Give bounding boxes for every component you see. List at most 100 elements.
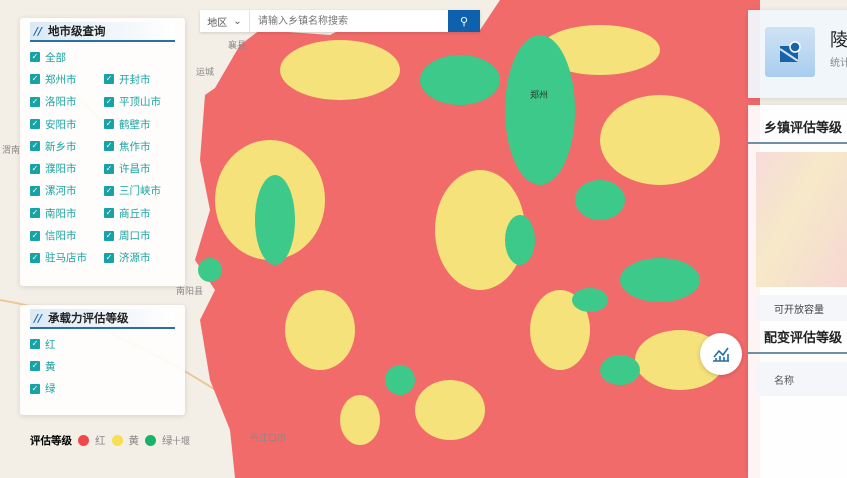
checkbox-item[interactable]: ✓ 郑州市 [30,68,104,90]
checkbox-label: 漯河市 [45,185,77,198]
checkbox-item[interactable]: ✓ 红 [30,333,185,355]
checkbox-label: 商丘市 [119,207,151,220]
capacity-grade-panel: //承载力评估等级 ✓ 红 ✓ 黄 ✓ 绿 [20,305,185,415]
map-pin-icon [765,27,815,77]
checkbox-checked-icon: ✓ [30,208,40,219]
checkbox-label: 驻马店市 [45,252,87,265]
checkbox-label: 信阳市 [45,230,77,243]
checkbox-item[interactable]: ✓ 濮阳市 [30,157,104,179]
checkbox-item[interactable]: ✓ 驻马店市 [30,247,104,269]
transformer-grade-title: 配变评估等级 [748,327,847,354]
checkbox-item[interactable]: ✓ 焦作市 [104,135,178,157]
checkbox-checked-icon: ✓ [104,96,114,107]
map-label: 襄县 [228,39,246,51]
checkbox-item[interactable]: ✓ 开封市 [104,68,178,90]
green-areas [198,35,700,395]
panel-title-text: 承载力评估等级 [48,311,129,325]
checkbox-item[interactable]: ✓ 济源市 [104,247,178,269]
checkbox-label: 开封市 [119,73,151,86]
table-header-name: 名称 [756,362,847,396]
checkbox-checked-icon: ✓ [30,52,40,63]
map-label: 郑州 [530,89,548,101]
search-icon: ⚲ [459,14,469,28]
search-input[interactable] [250,10,448,32]
map-label: 十堰 [172,435,190,447]
checkbox-checked-icon: ✓ [104,163,114,174]
checkbox-label: 洛阳市 [45,96,77,109]
checkbox-label: 濮阳市 [45,163,77,176]
checkbox-checked-icon: ✓ [104,141,114,152]
checkbox-item[interactable]: ✓ 周口市 [104,224,178,246]
checkbox-checked-icon: ✓ [30,252,40,263]
region-subtitle: 统计 [830,58,847,69]
checkbox-item[interactable]: ✓ 新乡市 [30,135,104,157]
checkbox-item[interactable]: ✓ 黄 [30,355,185,377]
open-capacity-label: 可开放容量 [756,295,847,321]
checkbox-item[interactable]: ✓ 洛阳市 [30,91,104,113]
checkbox-label: 新乡市 [45,140,77,153]
legend-title: 评估等级 [30,435,72,447]
checkbox-item[interactable]: ✓ 全部 [30,46,104,68]
checkbox-label: 安阳市 [45,118,77,131]
checkbox-item[interactable]: ✓ 三门峡市 [104,180,178,202]
line-chart-icon [713,347,729,362]
map-label: 丹江口市 [250,432,286,444]
legend-label: 绿 [162,435,173,447]
checkbox-item[interactable]: ✓ 鹤壁市 [104,113,178,135]
region-select-label: 地区 [207,17,228,29]
search-button[interactable]: ⚲ [448,10,480,32]
checkbox-label: 郑州市 [45,73,77,86]
legend-red-dot [78,435,89,446]
checkbox-checked-icon: ✓ [30,339,40,350]
map-label: 南阳县 [176,285,203,297]
checkbox-label: 黄 [45,360,56,373]
map-label: 运城 [196,67,214,78]
region-name: 陵 [830,30,847,51]
checkbox-checked-icon: ✓ [30,230,40,241]
checkbox-checked-icon: ✓ [30,96,40,107]
title-slash-icon: // [34,311,43,325]
checkbox-item[interactable]: ✓ 许昌市 [104,157,178,179]
chevron-down-icon: ⌄ [233,15,242,27]
panel-title-text: 地市级查询 [48,24,106,38]
checkbox-label: 许昌市 [119,163,151,176]
checkbox-label: 南阳市 [45,207,77,220]
checkbox-checked-icon: ✓ [104,185,114,196]
map-legend: 评估等级 红 黄 绿 [30,433,173,448]
checkbox-checked-icon: ✓ [104,230,114,241]
panel-title: // 承载力评估等级 [30,309,175,329]
checkbox-checked-icon: ✓ [30,141,40,152]
legend-label: 红 [95,435,106,447]
checkbox-item[interactable]: ✓ 安阳市 [30,113,104,135]
checkbox-item[interactable]: ✓ 南阳市 [30,202,104,224]
city-query-panel: // 地市级查询 ✓ 全部 ✓ 郑州市 ✓ 开封市 ✓ 洛阳市 ✓ 平顶山市 ✓ 安阳市 ✓ 鹤壁市 ✓ 新乡市… [20,18,185,286]
checkbox-label: 红 [45,338,56,351]
checkbox-item[interactable]: ✓ 商丘市 [104,202,178,224]
checkbox-checked-icon: ✓ [104,119,114,130]
checkbox-label: 绿 [45,383,56,396]
checkbox-label: 鹤壁市 [119,118,151,131]
checkbox-item[interactable]: ✓ 漯河市 [30,180,104,202]
checkbox-checked-icon: ✓ [30,361,40,372]
checkbox-checked-icon: ✓ [30,119,40,130]
region-select[interactable]: 地区 ⌄ [200,10,250,32]
checkbox-item[interactable]: ✓ 绿 [30,378,185,400]
checkbox-label: 济源市 [119,252,151,265]
checkbox-label: 焦作市 [119,140,151,153]
checkbox-item[interactable]: ✓ 平顶山市 [104,91,178,113]
checkbox-checked-icon: ✓ [104,208,114,219]
legend-yellow-dot [111,435,123,446]
yellow-areas [215,25,725,445]
map-label: 渭南 [2,144,20,156]
legend-label: 黄 [128,435,140,447]
chart-toggle-button[interactable] [700,333,742,375]
legend-green-dot [145,435,156,446]
town-grade-chart [756,152,847,287]
town-grade-title: 乡镇评估等级 [748,117,847,144]
checkbox-checked-icon: ✓ [30,185,40,196]
title-slash-icon: // [34,24,43,38]
checkbox-checked-icon: ✓ [30,383,40,394]
evaluation-panel: 乡镇评估等级 可开放容量 配变评估等级 名称 [748,105,847,478]
checkbox-item[interactable]: ✓ 信阳市 [30,224,104,246]
